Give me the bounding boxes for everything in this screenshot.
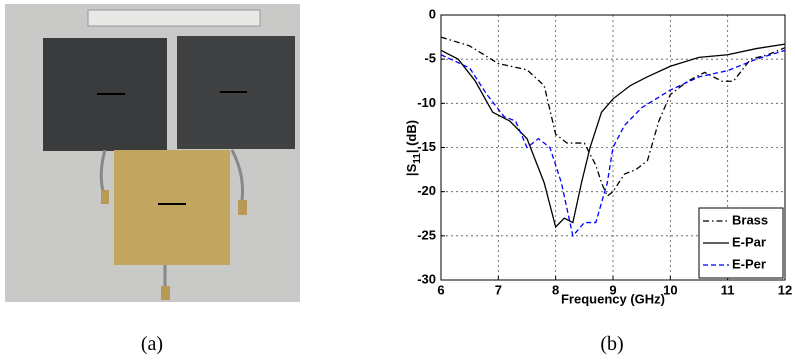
x-tick-label: 7 (495, 282, 502, 297)
x-tick-label: 12 (778, 282, 792, 297)
y-tick-label: 0 (429, 6, 436, 21)
y-tick-label: -15 (417, 139, 436, 154)
line (440, 36, 786, 198)
y-axis-label: |S11| (dB) (404, 120, 422, 176)
x-tick-label: 10 (663, 282, 677, 297)
plot-frame (440, 14, 786, 281)
y-tick-label: -5 (424, 51, 436, 66)
legend-label: Brass (732, 212, 768, 227)
legend-label: E-Par (732, 234, 766, 249)
legend-label: E-Per (732, 256, 766, 271)
x-tick-label: 9 (609, 282, 616, 297)
caption: (b) (600, 333, 623, 355)
y-tick-label: -20 (417, 183, 436, 198)
x-axis-label: Frequency (GHz) (561, 291, 665, 306)
y-tick-label: -10 (417, 95, 436, 110)
y-tick-label: -25 (417, 227, 436, 242)
line (440, 43, 786, 229)
y-tick-label: -30 (417, 271, 436, 286)
y-label-part: |S (404, 163, 419, 176)
x-tick-label: 11 (721, 282, 735, 297)
x-tick-label: 8 (552, 282, 559, 297)
y-label-sub: 11 (412, 153, 423, 164)
y-label-part: | (dB) (404, 120, 419, 153)
photo (5, 4, 300, 302)
caption: (a) (141, 333, 163, 355)
x-tick-label: 6 (437, 282, 444, 297)
